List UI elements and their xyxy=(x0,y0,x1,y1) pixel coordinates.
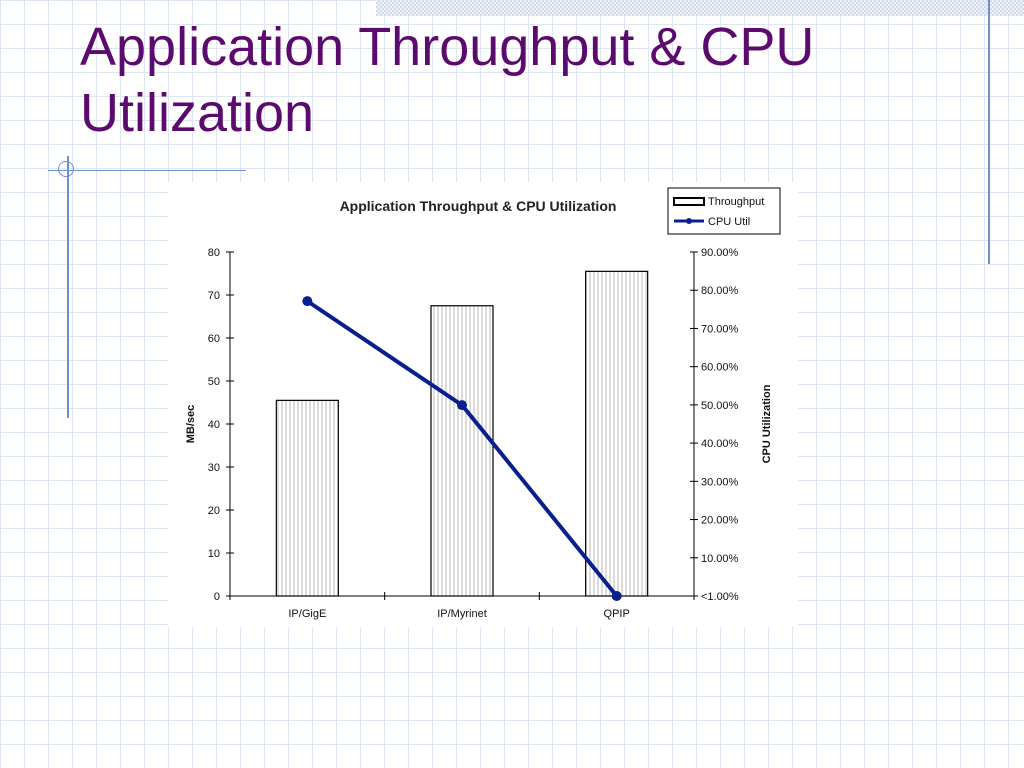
legend-throughput-label: Throughput xyxy=(708,196,764,208)
cpu-util-point xyxy=(457,400,467,411)
y2-axis-label: CPU Utilization xyxy=(761,384,773,463)
chart-container: Application Throughput & CPU Utilization… xyxy=(168,182,798,627)
x-tick-label: IP/GigE xyxy=(288,608,326,620)
throughput-bar xyxy=(585,270,649,597)
y2-tick-label: 60.00% xyxy=(701,362,739,374)
chart-legend: Throughput CPU Util xyxy=(667,187,781,235)
y-tick-label: 50 xyxy=(208,376,220,388)
y2-tick-label: 80.00% xyxy=(701,285,739,297)
y2-tick-label: 50.00% xyxy=(701,400,739,412)
y-tick-label: 0 xyxy=(214,591,220,603)
y-tick-label: 10 xyxy=(208,548,220,560)
cpu-util-point xyxy=(611,591,622,601)
y-tick-label: 40 xyxy=(208,419,220,431)
decorative-circle-icon xyxy=(58,161,74,177)
throughput-bar xyxy=(275,399,339,597)
legend-cpu-label: CPU Util xyxy=(708,216,750,228)
y2-tick-label: 90.00% xyxy=(701,247,739,259)
legend-throughput-swatch xyxy=(673,197,705,206)
legend-cpu-marker xyxy=(686,218,692,224)
decorative-vertical-line-left xyxy=(67,156,69,418)
y2-tick-label: 40.00% xyxy=(701,438,739,450)
y-tick-label: 80 xyxy=(208,247,220,259)
y2-tick-label: 10.00% xyxy=(701,553,739,565)
y2-tick-label: 30.00% xyxy=(701,476,739,488)
throughput-bar xyxy=(430,305,494,597)
legend-box xyxy=(667,187,781,235)
y-tick-label: 60 xyxy=(208,333,220,345)
y2-tick-label: 20.00% xyxy=(701,515,739,527)
y-axis-label: MB/sec xyxy=(185,405,197,444)
x-tick-label: IP/Myrinet xyxy=(437,608,487,620)
cpu-util-point xyxy=(302,296,313,307)
decorative-horizontal-line xyxy=(48,170,246,171)
y-tick-label: 20 xyxy=(208,505,220,517)
y2-tick-label: <1.00% xyxy=(701,591,739,603)
x-tick-label: QPIP xyxy=(604,608,630,620)
slide-title: Application Throughput & CPU Utilization xyxy=(80,17,815,143)
y-tick-label: 70 xyxy=(208,290,220,302)
decorative-vertical-line-right xyxy=(988,0,990,264)
y2-tick-label: 70.00% xyxy=(701,323,739,335)
chart-title: Application Throughput & CPU Utilization xyxy=(340,198,617,214)
throughput-cpu-chart: Application Throughput & CPU Utilization… xyxy=(185,187,781,620)
y-tick-label: 30 xyxy=(208,462,220,474)
header-pattern-band xyxy=(376,0,1024,16)
